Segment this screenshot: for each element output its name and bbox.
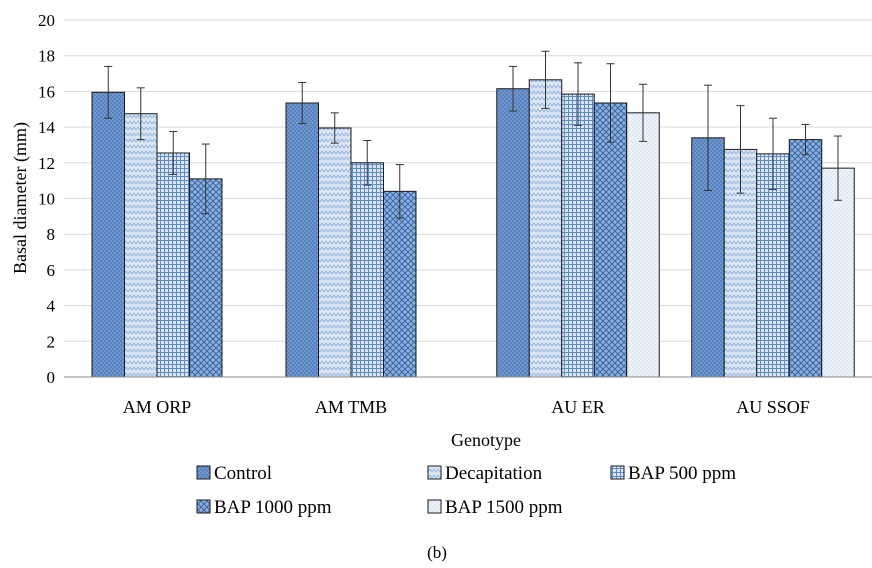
y-tick-label: 18 — [38, 47, 55, 66]
bar-bap-1500-ppm — [821, 167, 855, 378]
bar-bap-1500-ppm — [626, 112, 660, 378]
y-axis-ticks: 0 2 4 6 8 10 12 14 16 18 20 — [38, 11, 56, 387]
legend-swatch — [196, 499, 211, 514]
x-category-label: AM TMB — [315, 397, 387, 417]
figure-caption: (b) — [427, 543, 447, 562]
bar-bap-1000-ppm — [383, 190, 417, 378]
error-bar — [330, 112, 339, 144]
bar-control — [285, 102, 319, 378]
bar-bap-500-ppm — [561, 93, 595, 378]
x-category-label: AM ORP — [123, 397, 192, 417]
bar-bap-500-ppm — [156, 152, 190, 378]
x-axis-categories: AM ORP AM TMB AU ER AU SSOF — [123, 397, 810, 417]
error-bar — [639, 83, 647, 142]
legend-label: BAP 1500 ppm — [445, 497, 563, 518]
error-bar — [298, 81, 307, 125]
error-bar — [574, 62, 582, 126]
error-bar — [104, 65, 113, 119]
error-bar — [704, 84, 712, 191]
legend-item: Decapitation — [427, 463, 543, 484]
legend-label: Control — [214, 463, 272, 484]
legend-item: BAP 500 ppm — [610, 463, 736, 484]
error-bar — [363, 139, 372, 186]
x-category-label: AU SSOF — [736, 397, 810, 417]
legend-swatch — [610, 465, 625, 480]
bar-bap-500-ppm — [756, 153, 790, 378]
bar-bap-1000-ppm — [788, 139, 823, 378]
bar-control — [496, 88, 530, 378]
legend-label: BAP 500 ppm — [628, 463, 736, 484]
y-axis-title: Basal diameter (mm) — [10, 122, 31, 274]
error-bar — [136, 87, 145, 141]
legend-swatch — [427, 499, 442, 514]
error-bar — [169, 131, 178, 175]
error-bar — [736, 105, 745, 194]
error-bar — [606, 63, 615, 143]
y-tick-label: 4 — [47, 297, 56, 316]
bars — [91, 79, 855, 378]
x-axis-title: Genotype — [451, 430, 521, 450]
y-tick-label: 14 — [38, 118, 56, 137]
y-tick-label: 0 — [47, 368, 56, 387]
bar-decapitation — [528, 79, 563, 378]
error-bar — [769, 117, 777, 191]
y-tick-label: 6 — [47, 261, 56, 280]
y-tick-label: 12 — [38, 154, 55, 173]
y-tick-label: 10 — [38, 190, 55, 209]
error-bar — [801, 123, 810, 156]
legend-item: BAP 1000 ppm — [196, 497, 332, 518]
error-bar — [509, 65, 517, 112]
error-bars — [104, 50, 842, 219]
bar-decapitation — [124, 113, 158, 378]
error-bar — [834, 135, 842, 201]
y-tick-label: 8 — [47, 225, 56, 244]
legend-item: BAP 1500 ppm — [427, 497, 563, 518]
x-category-label: AU ER — [551, 397, 605, 417]
bar-decapitation — [318, 127, 352, 378]
y-tick-label: 16 — [38, 82, 55, 101]
legend: Control Decapitation BAP 500 ppm BAP 1000 p… — [196, 463, 736, 518]
legend-swatch — [427, 465, 442, 480]
legend-item: Control — [196, 463, 272, 484]
error-bar — [201, 143, 210, 215]
legend-swatch — [196, 465, 211, 480]
y-tick-label: 20 — [38, 11, 55, 30]
error-bar — [395, 164, 404, 219]
error-bar — [541, 50, 550, 109]
bar-bap-500-ppm — [350, 162, 384, 378]
legend-label: Decapitation — [445, 463, 543, 484]
bar-control — [91, 91, 125, 378]
legend-label: BAP 1000 ppm — [214, 497, 332, 518]
bar-bap-1000-ppm — [593, 102, 628, 378]
y-tick-label: 2 — [47, 332, 56, 351]
